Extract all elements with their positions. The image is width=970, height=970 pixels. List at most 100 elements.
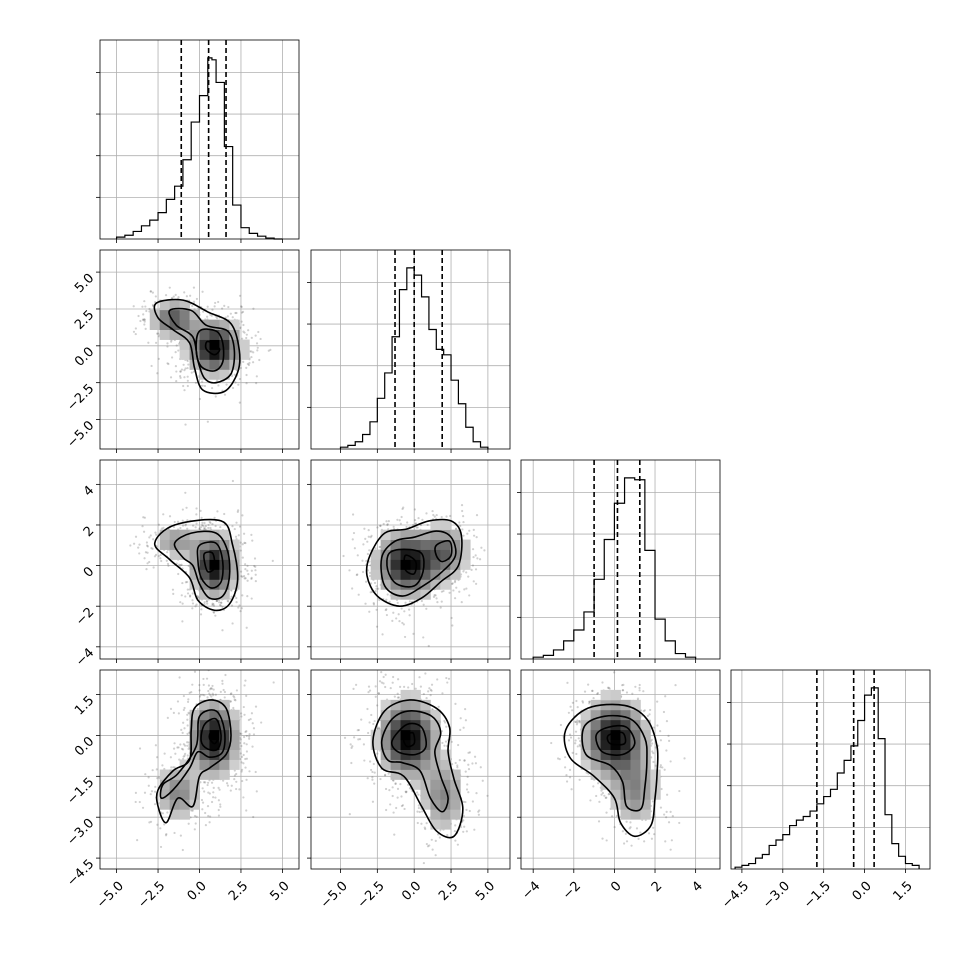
scatter-point bbox=[217, 300, 220, 304]
scatter-point bbox=[453, 829, 457, 833]
scatter-point bbox=[195, 522, 198, 525]
contour-level-1 bbox=[159, 709, 226, 800]
density-blocks bbox=[149, 299, 250, 380]
scatter-point bbox=[155, 341, 158, 344]
scatter-point bbox=[221, 629, 224, 632]
density-cell bbox=[410, 549, 421, 560]
scatter-point bbox=[174, 351, 177, 354]
scatter-point bbox=[428, 687, 431, 690]
scatter-point bbox=[372, 602, 375, 605]
scatter-point bbox=[455, 586, 458, 589]
scatter-point bbox=[351, 745, 354, 748]
density-cell bbox=[199, 589, 210, 600]
y-tick-label: 1.5 bbox=[72, 693, 97, 718]
scatter-point bbox=[342, 554, 345, 558]
scatter-point bbox=[206, 305, 209, 308]
scatter-point bbox=[396, 696, 400, 699]
scatter-point bbox=[172, 592, 175, 595]
scatter-point bbox=[391, 619, 394, 622]
histogram-step-2 bbox=[532, 477, 697, 659]
scatter-point bbox=[204, 811, 207, 815]
contour-level-1 bbox=[380, 530, 457, 597]
scatter-point bbox=[376, 526, 379, 529]
density-cell bbox=[229, 579, 240, 590]
scatter-point bbox=[143, 516, 146, 519]
scatter-point bbox=[187, 747, 190, 750]
scatter-point bbox=[464, 719, 468, 722]
scatter-point bbox=[180, 594, 183, 597]
histogram-frame-1 bbox=[310, 249, 511, 450]
x-tick-label: 2.5 bbox=[226, 879, 251, 904]
scatter-point bbox=[187, 564, 190, 567]
scatter-point bbox=[147, 776, 150, 779]
scatter-point bbox=[237, 509, 240, 512]
scatter-point bbox=[366, 552, 369, 556]
scatter-point bbox=[458, 590, 461, 593]
scatter-point bbox=[236, 510, 239, 513]
scatter-point bbox=[137, 314, 140, 318]
scatter-point bbox=[191, 683, 194, 686]
density-cell bbox=[219, 709, 230, 721]
scatter-point bbox=[132, 330, 136, 333]
scatter-point bbox=[434, 594, 437, 597]
scatter-point bbox=[207, 814, 210, 818]
density-cell bbox=[370, 549, 382, 560]
density-cell bbox=[420, 569, 431, 580]
density-cell bbox=[380, 579, 391, 590]
scatter-point bbox=[234, 699, 237, 702]
scatter-point bbox=[407, 783, 410, 786]
y-tick-label: −5.0 bbox=[64, 418, 97, 451]
scatter-point bbox=[194, 526, 197, 529]
scatter-point bbox=[435, 513, 438, 517]
contour-level-0 bbox=[365, 518, 463, 608]
scatter-point bbox=[181, 731, 184, 734]
scatter-point bbox=[382, 675, 385, 679]
scatter-point bbox=[249, 718, 252, 721]
scatter-point bbox=[253, 557, 257, 560]
scatter-point bbox=[139, 319, 142, 323]
scatter-point bbox=[483, 549, 486, 552]
scatter-point bbox=[417, 804, 420, 807]
scatter-point bbox=[132, 305, 135, 308]
scatter-point bbox=[141, 806, 145, 809]
scatter-point bbox=[442, 589, 445, 593]
scatter-point bbox=[155, 533, 158, 536]
scatter-point bbox=[439, 829, 442, 832]
scatter-point bbox=[169, 756, 172, 759]
scatter-point bbox=[387, 772, 390, 775]
scatter-point bbox=[473, 534, 476, 537]
scatter-point bbox=[403, 635, 407, 639]
density-cell bbox=[169, 809, 180, 820]
scatter-point bbox=[210, 800, 214, 804]
scatter-point bbox=[474, 568, 478, 571]
scatter-point bbox=[195, 603, 198, 606]
scatter-point bbox=[425, 696, 428, 700]
density-cell bbox=[380, 559, 391, 570]
scatter-point bbox=[203, 790, 206, 793]
scatter-point bbox=[407, 686, 410, 689]
scatter-point bbox=[350, 761, 353, 765]
scatter-point bbox=[414, 518, 417, 522]
scatter-point bbox=[448, 591, 451, 594]
scatter-point bbox=[248, 737, 251, 740]
scatter-point bbox=[154, 553, 158, 556]
scatter-point bbox=[221, 605, 224, 608]
density-cell bbox=[189, 529, 200, 540]
density-cell bbox=[209, 549, 220, 560]
scatter-point bbox=[463, 759, 466, 762]
density-cell bbox=[169, 769, 180, 780]
scatter-point bbox=[184, 595, 187, 598]
scatter-point bbox=[356, 573, 359, 576]
scatter-point bbox=[255, 342, 259, 345]
scatter-point bbox=[465, 830, 468, 833]
scatter-point bbox=[420, 599, 423, 603]
scatter-point bbox=[187, 698, 190, 701]
density-cell bbox=[159, 299, 171, 311]
scatter-point bbox=[205, 600, 209, 603]
scatter-point bbox=[231, 622, 234, 625]
scatter-point bbox=[186, 718, 189, 721]
scatter-point bbox=[211, 684, 214, 688]
scatter-point bbox=[385, 520, 388, 523]
scatter-point bbox=[462, 570, 465, 573]
scatter-point bbox=[179, 601, 182, 604]
